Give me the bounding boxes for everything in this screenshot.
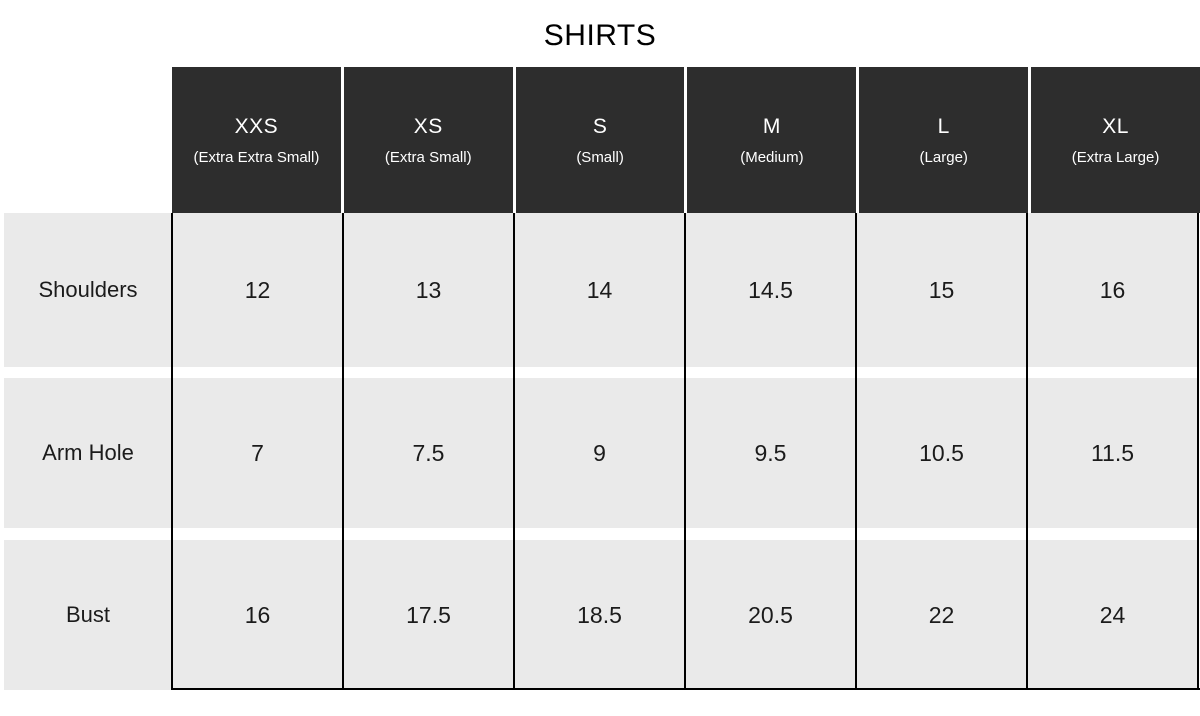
size-abbrev: XXS xyxy=(234,114,279,138)
chart-title: SHIRTS xyxy=(543,19,657,52)
table-bottom-border xyxy=(171,688,1200,690)
size-full-name: (Extra Small) xyxy=(384,148,472,166)
measurement-cell: 15 xyxy=(856,213,1027,367)
measurement-cell: 11.5 xyxy=(1027,378,1198,528)
measurement-cell: 7.5 xyxy=(343,378,514,528)
column-header-xs: XS (Extra Small) xyxy=(343,67,513,213)
measurement-cell: 17.5 xyxy=(343,540,514,690)
table-border-line xyxy=(1026,213,1028,690)
measurement-cell: 14 xyxy=(514,213,685,367)
measurement-cell: 7 xyxy=(172,378,343,528)
column-header-xxs: XXS (Extra Extra Small) xyxy=(172,67,341,213)
row-label: Arm Hole xyxy=(4,378,172,528)
row-values: 7 7.5 9 9.5 10.5 11.5 xyxy=(172,378,1198,528)
size-abbrev: L xyxy=(937,114,950,138)
table-row: Arm Hole 7 7.5 9 9.5 10.5 11.5 xyxy=(0,378,1198,528)
table-border-line xyxy=(171,213,173,690)
size-abbrev: M xyxy=(762,114,781,138)
table-border-line xyxy=(342,213,344,690)
size-abbrev: XS xyxy=(413,114,443,138)
row-values: 16 17.5 18.5 20.5 22 24 xyxy=(172,540,1198,690)
size-abbrev: XL xyxy=(1102,114,1129,138)
size-full-name: (Extra Large) xyxy=(1071,148,1160,166)
measurement-cell: 16 xyxy=(1027,213,1198,367)
measurement-cell: 14.5 xyxy=(685,213,856,367)
row-values: 12 13 14 14.5 15 16 xyxy=(172,213,1198,367)
size-abbrev: S xyxy=(592,114,608,138)
measurement-cell: 24 xyxy=(1027,540,1198,690)
column-header-xl: XL (Extra Large) xyxy=(1031,67,1200,213)
measurement-cell: 16 xyxy=(172,540,343,690)
table-border-line xyxy=(684,213,686,690)
size-full-name: (Medium) xyxy=(740,148,804,166)
size-header-row: XXS (Extra Extra Small) XS (Extra Small) S (S… xyxy=(172,67,1200,213)
table-row: Shoulders 12 13 14 14.5 15 16 xyxy=(0,213,1198,367)
measurement-cell: 9 xyxy=(514,378,685,528)
measurement-cell: 22 xyxy=(856,540,1027,690)
column-header-l: L (Large) xyxy=(859,67,1029,213)
table-border-line xyxy=(1197,213,1199,690)
column-header-m: M (Medium) xyxy=(687,67,857,213)
measurement-cell: 9.5 xyxy=(685,378,856,528)
row-label: Shoulders xyxy=(4,213,172,367)
size-full-name: (Small) xyxy=(576,148,624,166)
measurement-cell: 18.5 xyxy=(514,540,685,690)
size-full-name: (Extra Extra Small) xyxy=(193,148,320,166)
measurement-cell: 20.5 xyxy=(685,540,856,690)
measurement-cell: 13 xyxy=(343,213,514,367)
measurement-cell: 12 xyxy=(172,213,343,367)
table-border-line xyxy=(513,213,515,690)
size-full-name: (Large) xyxy=(919,148,968,166)
measurement-cell: 10.5 xyxy=(856,378,1027,528)
table-border-line xyxy=(855,213,857,690)
row-label: Bust xyxy=(4,540,172,690)
table-row: Bust 16 17.5 18.5 20.5 22 24 xyxy=(0,540,1198,690)
column-header-s: S (Small) xyxy=(515,67,685,213)
